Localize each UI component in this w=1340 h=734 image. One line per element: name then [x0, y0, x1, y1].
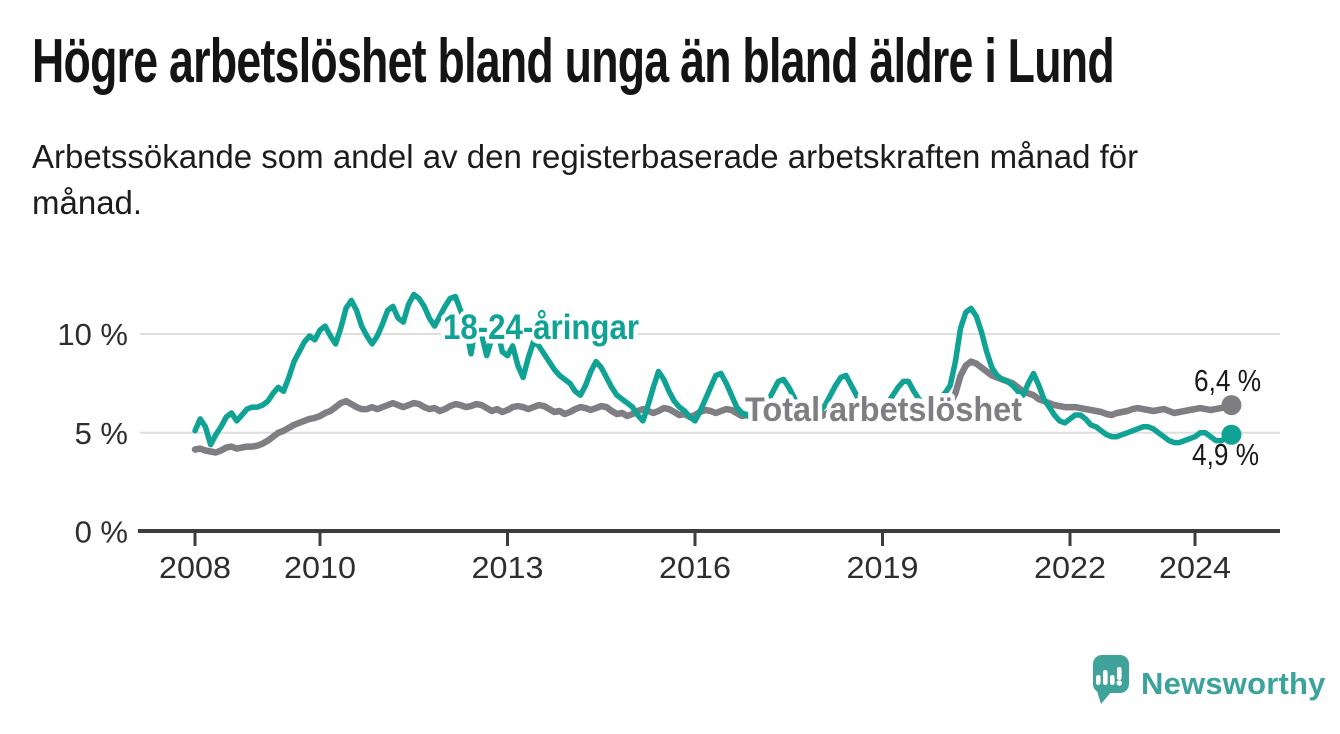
- x-axis-tick-label: 2019: [847, 550, 919, 585]
- x-axis-tick-label: 2013: [472, 550, 544, 585]
- series-label-total: Total arbetslöshet: [745, 391, 1022, 429]
- y-axis-tick-label: 10 %: [57, 317, 128, 352]
- series-label-youth: 18-24-åringar: [443, 308, 639, 347]
- x-axis-tick-label: 2024: [1159, 550, 1231, 585]
- end-dot-youth: [1221, 424, 1242, 445]
- y-axis-tick-label: 5 %: [75, 416, 128, 451]
- chart-title: Högre arbetslöshet bland unga än bland ä…: [32, 27, 1115, 96]
- x-axis-tick-label: 2022: [1034, 550, 1106, 585]
- x-axis-tick-label: 2010: [284, 550, 356, 585]
- brand-name: Newsworthy: [1141, 666, 1326, 701]
- newsworthy-logo-icon: [1093, 655, 1129, 704]
- series-line-total: [191, 358, 1235, 456]
- x-axis-tick-label: 2008: [159, 550, 231, 585]
- y-axis-tick-label: 0 %: [75, 515, 128, 550]
- end-value-label-youth: 4,9 %: [1192, 437, 1259, 472]
- series-line-youth: [192, 291, 1235, 448]
- brand-footer: Newsworthy: [1088, 654, 1326, 708]
- chart-subtitle: Arbetssökande som andel av den registerb…: [32, 138, 1139, 221]
- x-axis-tick-label: 2016: [659, 550, 731, 585]
- end-dot-total: [1221, 395, 1242, 416]
- end-value-label-total: 6,4 %: [1194, 363, 1261, 398]
